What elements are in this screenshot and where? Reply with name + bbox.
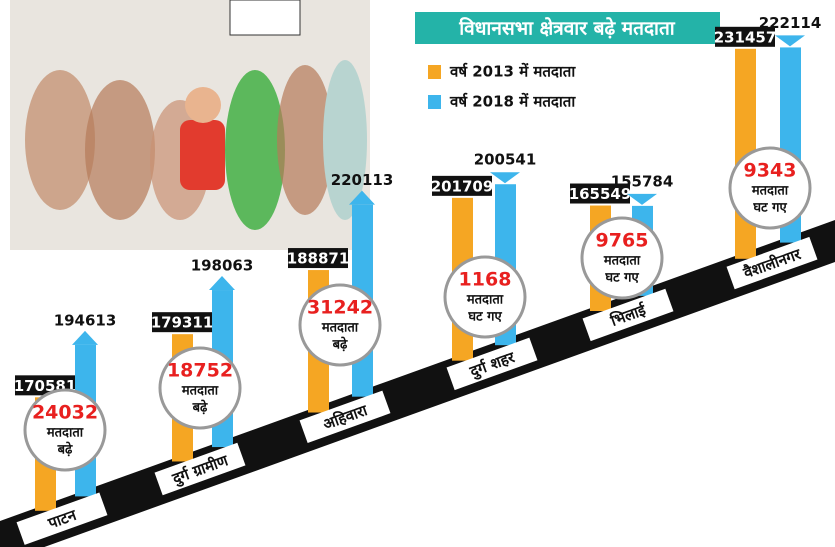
ribbon — [0, 220, 835, 547]
cartoon-figure — [25, 70, 95, 210]
chart: वर्ष 2013 में मतदाता वर्ष 2018 में मतदाता… — [14, 14, 822, 545]
change-value: 18752 — [167, 360, 233, 382]
cartoon-figure — [85, 80, 155, 220]
cartoon-figure — [277, 65, 333, 215]
change-text: मतदाता — [181, 384, 219, 399]
title-box — [415, 12, 720, 44]
change-circle — [580, 216, 664, 300]
trend-cap — [72, 330, 98, 345]
trend-cap — [490, 172, 520, 184]
cartoon-illustration — [10, 0, 370, 250]
cartoon-child-head — [185, 87, 221, 123]
value-label: 188871 — [287, 250, 350, 268]
change-text: मतदाता — [603, 254, 641, 269]
category-label-box — [299, 390, 391, 443]
change-text: घट गए — [604, 271, 639, 286]
change-text: बढ़े — [57, 442, 73, 458]
legend-label: वर्ष 2018 में मतदाता — [449, 93, 576, 111]
change-value: 31242 — [307, 297, 373, 319]
trend-cap — [627, 193, 657, 205]
value-label: 231457 — [714, 28, 777, 46]
value-label: 200541 — [474, 151, 537, 169]
change-circle — [443, 255, 527, 339]
value-label: 165549 — [569, 185, 632, 203]
change-value: 1168 — [459, 269, 512, 291]
category-label-box — [726, 236, 818, 290]
change-text: बढ़े — [332, 337, 348, 353]
change-text: मतदाता — [466, 293, 504, 308]
value-label: 222114 — [759, 14, 822, 32]
change-text: बढ़े — [192, 400, 208, 416]
value-label: 155784 — [611, 172, 674, 190]
category-label-box — [154, 442, 246, 496]
change-text: मतदाता — [46, 426, 84, 441]
category-label-group: वैशालीनगर — [726, 236, 818, 290]
change-circle — [728, 146, 812, 230]
change-circle — [23, 388, 107, 472]
value-label: 201709 — [431, 177, 494, 195]
change-value: 9765 — [596, 230, 649, 252]
change-text: घट गए — [752, 201, 787, 216]
category-label-box — [582, 288, 674, 342]
category-label-box — [446, 337, 538, 391]
change-text: घट गए — [467, 310, 502, 325]
change-text: मतदाता — [751, 184, 789, 199]
legend-swatch — [428, 95, 441, 109]
cartoon-child — [180, 120, 225, 190]
change-circle — [298, 283, 382, 367]
title: विधानसभा क्षेत्रवार बढ़े मतदाता — [458, 17, 676, 40]
cartoon-sign — [229, 0, 301, 36]
value-label: 220113 — [331, 171, 394, 189]
change-text: मतदाता — [321, 321, 359, 336]
value-label-box — [152, 312, 212, 333]
value-label-box — [432, 175, 492, 196]
value-label-box — [570, 183, 630, 204]
value-label-box — [715, 26, 775, 47]
value-label: 198063 — [191, 257, 254, 275]
cartoon-figure — [323, 60, 367, 220]
trend-cap — [349, 190, 375, 205]
change-value: 9343 — [744, 160, 797, 182]
trend-cap — [775, 35, 805, 47]
change-value: 24032 — [32, 402, 98, 424]
value-label: 179311 — [151, 314, 214, 332]
change-circle — [158, 346, 242, 430]
cartoon-woman — [225, 70, 285, 230]
value-label: 194613 — [54, 311, 117, 329]
value-label-box — [288, 248, 348, 269]
legend-swatch — [428, 65, 441, 79]
category-label-box — [16, 492, 108, 545]
trend-cap — [209, 276, 235, 291]
legend-label: वर्ष 2013 में मतदाता — [449, 63, 576, 81]
